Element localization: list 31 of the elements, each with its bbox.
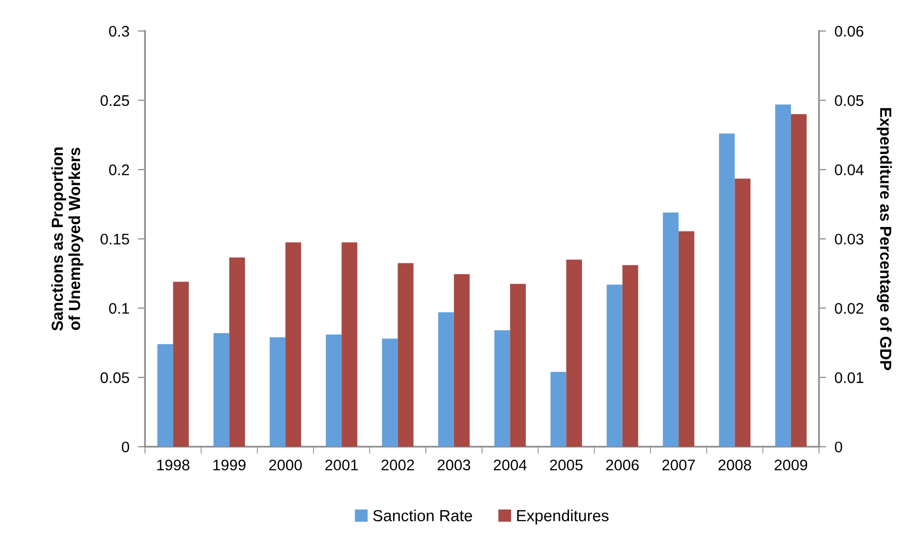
y2-tick-label: 0 bbox=[834, 442, 842, 452]
x-tick-label: 2003 bbox=[438, 460, 470, 470]
y2-axis-title: Expenditure as Percentage of GDP bbox=[876, 108, 892, 370]
y2-tick-label: 0.05 bbox=[834, 95, 864, 106]
x-tick-label: 2008 bbox=[718, 460, 752, 470]
x-tick-label: 2007 bbox=[662, 460, 695, 470]
y2-tick-label: 0.04 bbox=[834, 164, 864, 176]
y-tick-label: 0.25 bbox=[100, 95, 130, 106]
y2-tick-label: 0.06 bbox=[834, 26, 864, 37]
x-tick-label: 2004 bbox=[494, 460, 527, 470]
legend-label: Sanction Rate bbox=[373, 510, 472, 522]
y-tick-label: 0.05 bbox=[100, 372, 130, 384]
x-tick-label: 2009 bbox=[774, 460, 808, 470]
bar bbox=[566, 260, 582, 447]
x-tick-label: 1999 bbox=[213, 460, 246, 470]
y-tick-label: 0.1 bbox=[109, 303, 129, 314]
y-tick-label: 0 bbox=[122, 442, 130, 452]
y-tick-label: 0.2 bbox=[109, 164, 129, 176]
legend-label: Expenditures bbox=[517, 510, 609, 524]
x-tick-label: 2006 bbox=[606, 460, 639, 470]
y2-tick-label: 0.01 bbox=[834, 372, 864, 384]
x-tick-label: 2005 bbox=[550, 460, 583, 470]
x-tick-label: 2000 bbox=[269, 460, 302, 470]
x-tick-label: 2002 bbox=[382, 460, 414, 470]
x-tick-label: 2001 bbox=[325, 460, 358, 470]
x-tick-label: 1998 bbox=[157, 460, 190, 470]
y-axis-title: Sanctions as Proportion of Unemployed Workers bbox=[51, 148, 84, 331]
y2-tick-label: 0.02 bbox=[834, 303, 864, 314]
y2-tick-label: 0.03 bbox=[834, 234, 864, 245]
y-tick-label: 0.15 bbox=[100, 234, 130, 245]
y-tick-label: 0.3 bbox=[109, 26, 130, 37]
